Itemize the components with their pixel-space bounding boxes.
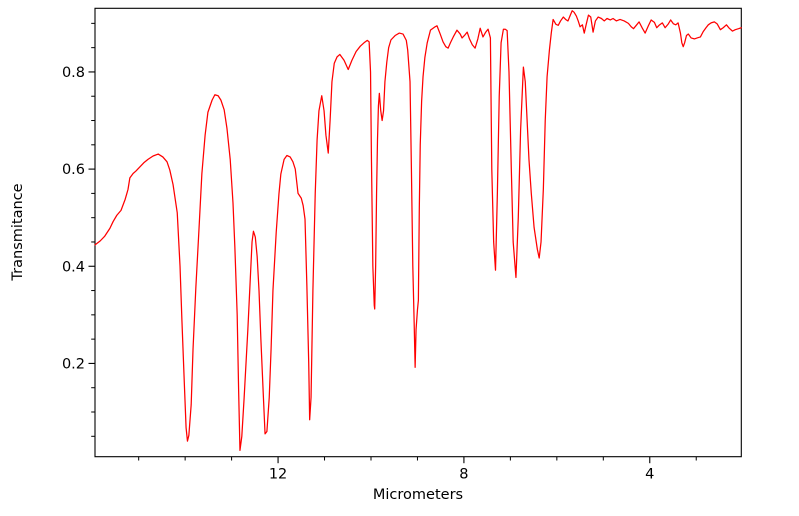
y-tick-label: 0.6: [62, 162, 85, 178]
y-axis-label: Transmitance: [10, 183, 26, 281]
x-tick-label: 8: [459, 467, 468, 483]
plot-area-border: [94, 7, 742, 458]
spectrum-line: [94, 10, 742, 452]
y-tick-label: 0.4: [62, 259, 85, 275]
x-axis-label: Micrometers: [372, 487, 464, 503]
y-tick-label: 0.8: [62, 65, 85, 81]
x-tick-label: 4: [645, 467, 654, 483]
x-tick-label: 12: [269, 467, 287, 483]
y-tick-label: 0.2: [62, 356, 85, 372]
